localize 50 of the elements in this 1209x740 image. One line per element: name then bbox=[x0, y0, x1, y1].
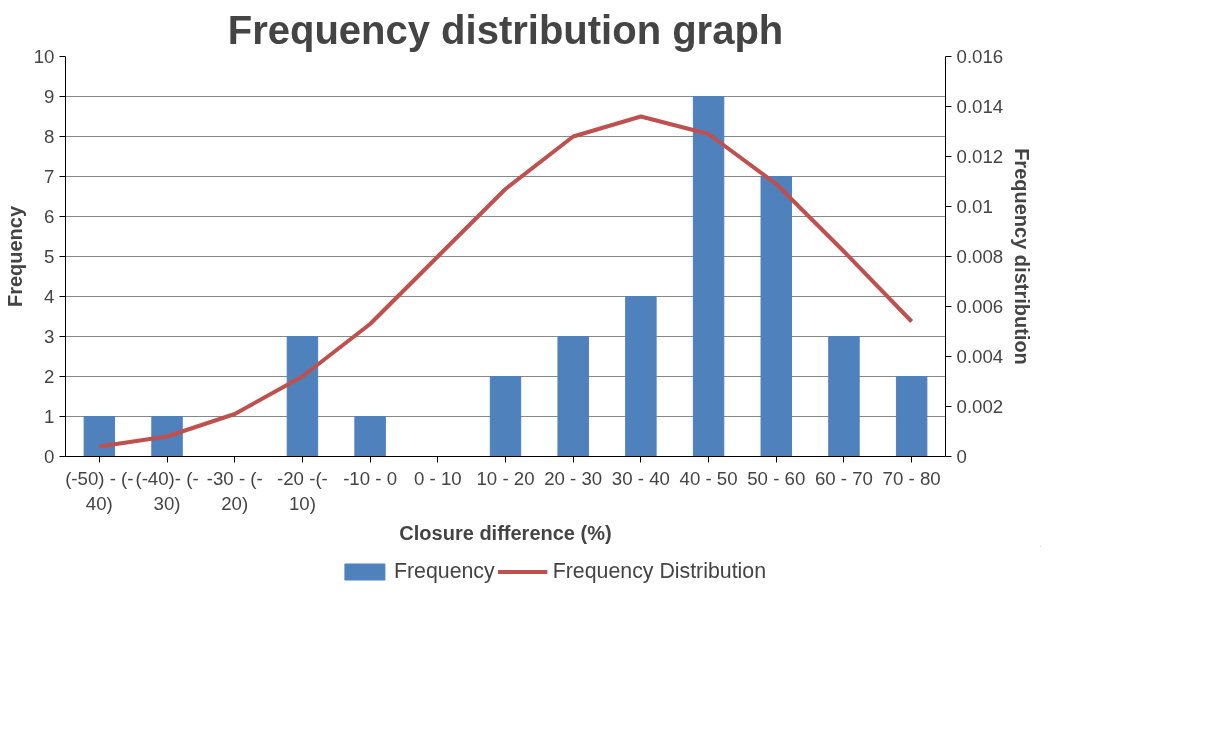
x-tick-label: -10 - 0 bbox=[343, 467, 398, 489]
x-tick-label: (-50) - (-40) bbox=[65, 467, 134, 514]
x-tick-label: (-40)- (-30) bbox=[135, 467, 199, 514]
bar bbox=[828, 336, 860, 457]
y2-tick-label: 0 bbox=[956, 446, 967, 467]
x-tick-label: -20 -(-10) bbox=[277, 467, 328, 514]
y-axis-title: Frequency bbox=[3, 205, 26, 308]
y2-tick-label: 0.004 bbox=[956, 346, 1004, 367]
legend-label: Frequency bbox=[393, 558, 495, 584]
x-tick-label: 50 - 60 bbox=[747, 467, 806, 489]
bar bbox=[625, 296, 657, 457]
bar bbox=[692, 96, 725, 457]
y-tick-label: 5 bbox=[44, 246, 55, 267]
y2-tick-label: 0.016 bbox=[956, 46, 1004, 67]
bar bbox=[895, 376, 928, 457]
y2-tick-label: 0.006 bbox=[956, 296, 1004, 317]
y2-tick-label: 0.008 bbox=[956, 246, 1004, 267]
x-tick-label: 40 - 50 bbox=[679, 467, 738, 489]
y-tick-label: 9 bbox=[44, 86, 55, 107]
x-axis-title: Closure difference (%) bbox=[399, 521, 612, 544]
x-tick-label: -30 - (-20) bbox=[206, 467, 263, 514]
line-series bbox=[97, 114, 914, 449]
y-tick-label: 7 bbox=[44, 166, 55, 187]
bar bbox=[557, 336, 589, 457]
bar bbox=[286, 336, 319, 457]
bar bbox=[354, 416, 386, 457]
y2-tick-label: 0.014 bbox=[956, 96, 1004, 117]
bar bbox=[489, 376, 522, 457]
bar bbox=[760, 176, 792, 457]
y2-tick-label: 0.002 bbox=[956, 396, 1004, 417]
bar bbox=[83, 416, 116, 457]
y2-tick-label: 0.012 bbox=[956, 146, 1004, 167]
chart-title: Frequency distribution graph bbox=[227, 7, 784, 52]
x-tick-label: 70 - 80 bbox=[882, 467, 941, 489]
y-tick-label: 0 bbox=[44, 446, 55, 467]
x-tick-label: 20 - 30 bbox=[544, 467, 603, 489]
y-tick-label: 8 bbox=[44, 126, 55, 147]
y-tick-label: 3 bbox=[44, 326, 55, 347]
y-tick-label: 4 bbox=[44, 286, 55, 307]
x-tick-label: 10 - 20 bbox=[476, 467, 535, 489]
y-tick-label: 2 bbox=[44, 366, 55, 387]
x-tick-label: 30 - 40 bbox=[611, 467, 670, 489]
legend-label: Frequency Distribution bbox=[552, 558, 767, 584]
y-tick-label: 10 bbox=[33, 46, 55, 67]
y2-axis-title: Frequency distribution bbox=[1011, 148, 1034, 365]
y-tick-label: 6 bbox=[44, 206, 55, 227]
y-tick-label: 1 bbox=[44, 406, 55, 427]
x-tick-label: 0 - 10 bbox=[413, 467, 462, 489]
y2-tick-label: 0.01 bbox=[956, 196, 993, 217]
x-tick-label: 60 - 70 bbox=[814, 467, 874, 489]
